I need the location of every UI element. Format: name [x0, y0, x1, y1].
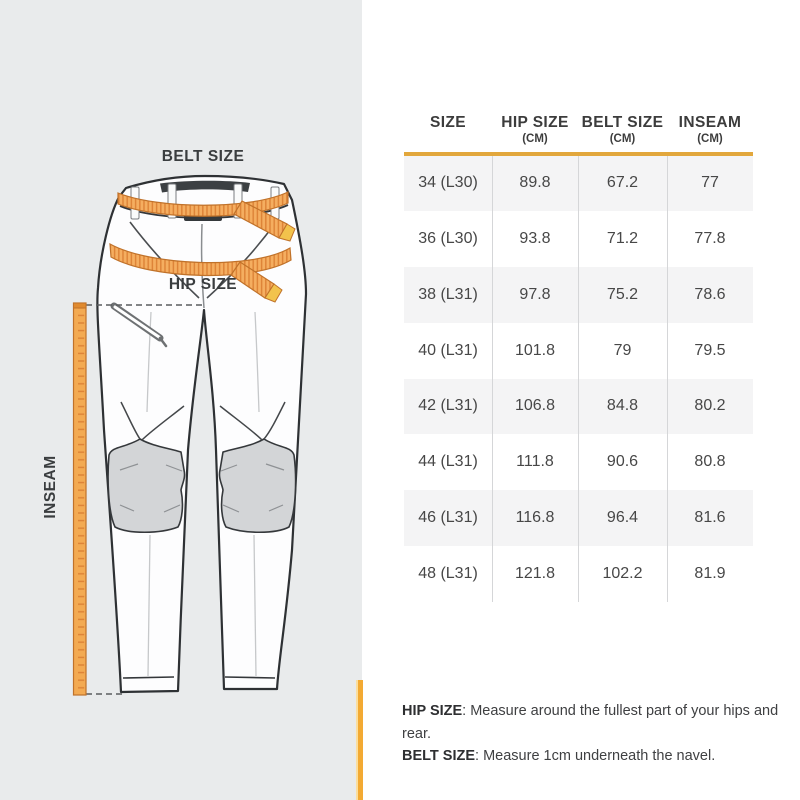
patch-creases: [119, 463, 285, 513]
guide-dashed-lines: [86, 304, 203, 695]
inseam-ruler: [72, 302, 87, 696]
accent-bar: [356, 680, 363, 800]
table-divider: [404, 152, 753, 156]
column-header-hip-size: HIP SIZE (CM): [501, 114, 569, 145]
hem-lines: [122, 676, 276, 679]
belt-size-label: BELT SIZE: [161, 148, 245, 165]
column-separator: [492, 155, 493, 602]
size-table: SIZE HIP SIZE (CM) BELT SIZE (CM) INSEAM…: [404, 108, 753, 602]
knee-seams: [120, 401, 286, 441]
inseam-label: INSEAM: [42, 455, 59, 519]
table-row: 36 (L30) 93.8 71.2 77.8: [418, 230, 726, 248]
waistband-interior: [160, 180, 250, 193]
belt-tape: [117, 191, 296, 242]
measurement-notes: HIP SIZE: Measure around the fullest par…: [402, 700, 787, 768]
leg-creases: [146, 311, 260, 677]
column-header-size: SIZE: [429, 114, 467, 131]
pants-diagram-panel: BELT SIZE HIP SIZE INSEAM: [0, 0, 362, 800]
hip-tape: [109, 242, 292, 303]
hip-size-label: HIP SIZE: [168, 276, 238, 293]
column-separator: [667, 155, 668, 602]
table-row: 44 (L31) 111.8 90.6 80.8: [418, 453, 726, 471]
column-header-belt-size: BELT SIZE (CM): [581, 114, 664, 145]
size-table-panel: SIZE HIP SIZE (CM) BELT SIZE (CM) INSEAM…: [362, 0, 800, 800]
table-row: 48 (L31) 121.8 102.2 81.9: [418, 564, 726, 582]
belt-size-note: BELT SIZE: Measure 1cm underneath the na…: [402, 748, 716, 764]
column-separator: [578, 155, 579, 602]
table-header-row: SIZE HIP SIZE (CM) BELT SIZE (CM) INSEAM…: [404, 108, 753, 152]
thigh-zipper: [110, 302, 168, 348]
column-header-inseam: INSEAM (CM): [678, 114, 742, 145]
pants-illustration: [72, 174, 308, 696]
knee-patches: [107, 438, 297, 533]
hip-size-note: HIP SIZE: Measure around the fullest par…: [402, 703, 779, 742]
table-row: 40 (L31) 101.8 79 79.5: [418, 341, 726, 359]
